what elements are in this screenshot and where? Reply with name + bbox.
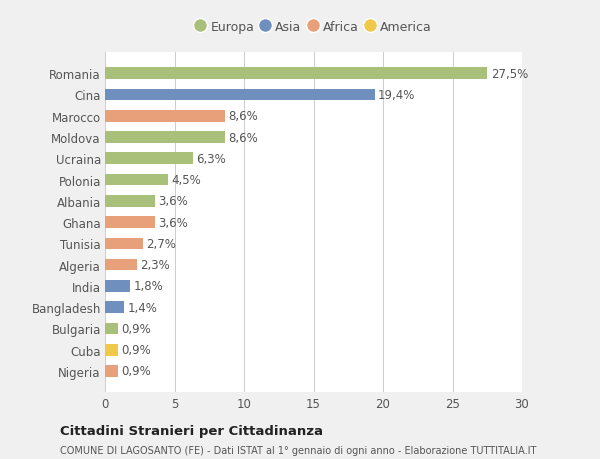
Text: Cittadini Stranieri per Cittadinanza: Cittadini Stranieri per Cittadinanza [60, 425, 323, 437]
Bar [105, 217, 155, 229]
Text: 4,5%: 4,5% [171, 174, 201, 187]
Bar [105, 323, 118, 335]
Bar [105, 302, 124, 313]
Bar [105, 365, 118, 377]
Text: 3,6%: 3,6% [158, 216, 188, 229]
Bar [105, 153, 193, 165]
Bar [105, 259, 137, 271]
Text: 2,7%: 2,7% [146, 237, 176, 250]
Text: 8,6%: 8,6% [228, 131, 258, 144]
Text: 1,4%: 1,4% [128, 301, 158, 314]
Bar [105, 174, 167, 186]
Bar [105, 90, 374, 101]
Text: 0,9%: 0,9% [121, 365, 151, 378]
Bar [105, 238, 143, 250]
Legend: Europa, Asia, Africa, America: Europa, Asia, Africa, America [193, 18, 434, 36]
Text: 2,3%: 2,3% [140, 258, 170, 272]
Text: COMUNE DI LAGOSANTO (FE) - Dati ISTAT al 1° gennaio di ogni anno - Elaborazione : COMUNE DI LAGOSANTO (FE) - Dati ISTAT al… [60, 445, 536, 455]
Bar [105, 344, 118, 356]
Text: 0,9%: 0,9% [121, 322, 151, 335]
Text: 6,3%: 6,3% [196, 152, 226, 165]
Bar [105, 280, 130, 292]
Bar [105, 111, 224, 123]
Bar [105, 196, 155, 207]
Text: 27,5%: 27,5% [491, 67, 528, 80]
Text: 19,4%: 19,4% [378, 89, 416, 102]
Text: 0,9%: 0,9% [121, 343, 151, 357]
Text: 8,6%: 8,6% [228, 110, 258, 123]
Text: 3,6%: 3,6% [158, 195, 188, 208]
Bar [105, 132, 224, 144]
Text: 1,8%: 1,8% [133, 280, 163, 293]
Bar [105, 68, 487, 80]
